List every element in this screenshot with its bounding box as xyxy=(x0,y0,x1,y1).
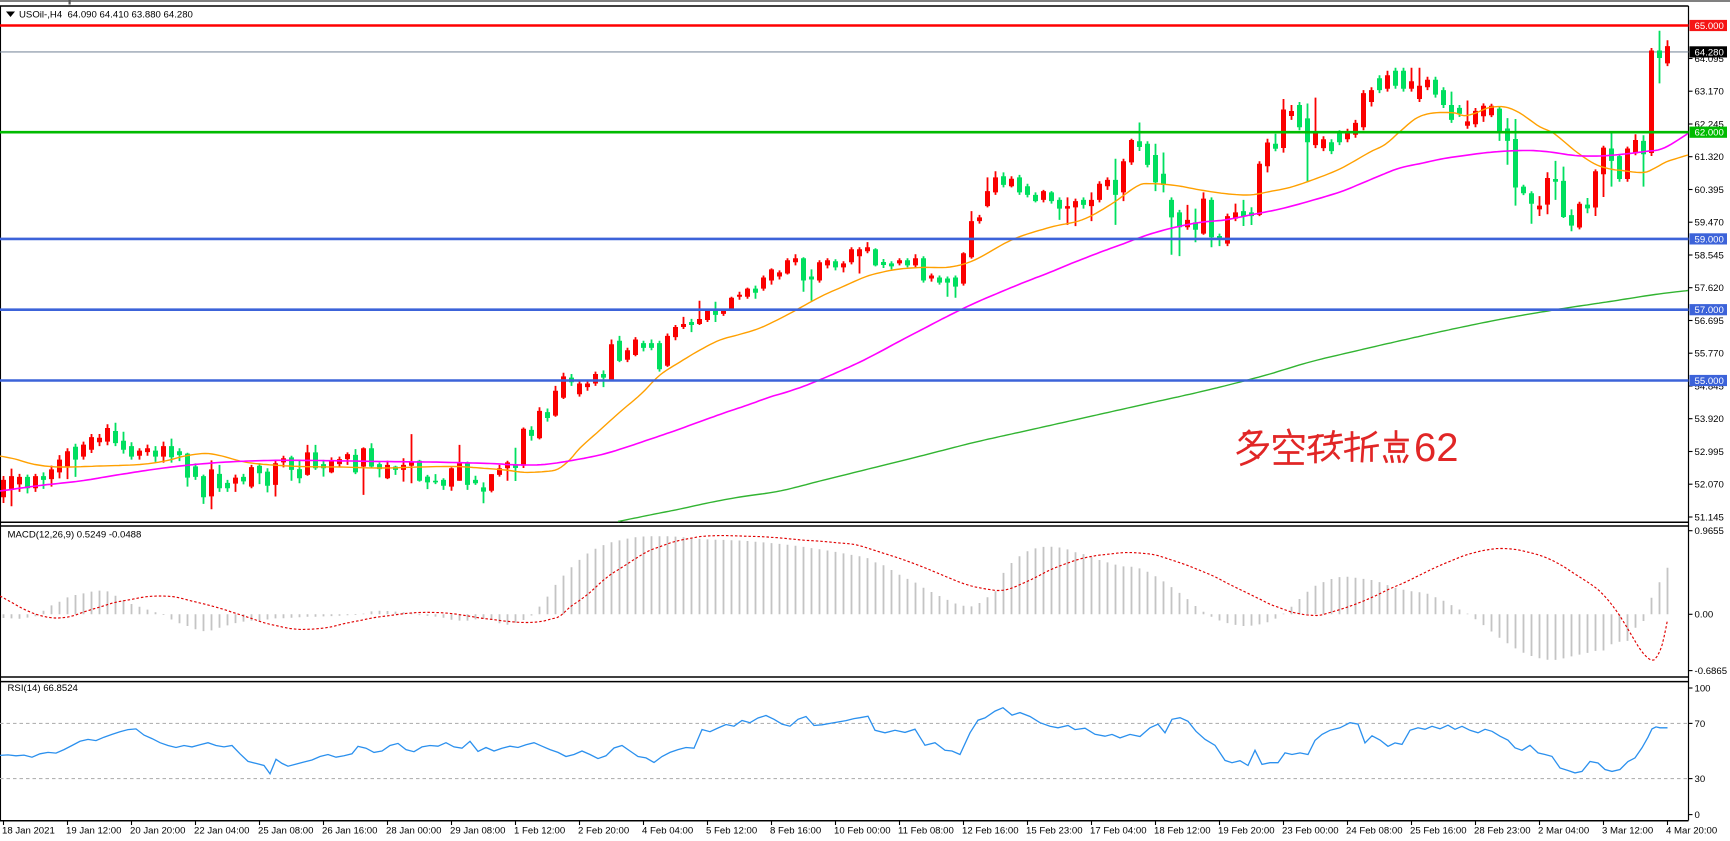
svg-text:15 Feb 23:00: 15 Feb 23:00 xyxy=(1026,826,1083,837)
svg-text:22 Jan 04:00: 22 Jan 04:00 xyxy=(194,826,249,837)
svg-text:25 Feb 16:00: 25 Feb 16:00 xyxy=(1410,826,1467,837)
svg-text:18 Feb 12:00: 18 Feb 12:00 xyxy=(1154,826,1211,837)
svg-text:59.000: 59.000 xyxy=(1695,234,1724,245)
svg-text:62: 62 xyxy=(1414,426,1459,470)
svg-text:52.070: 52.070 xyxy=(1695,480,1724,491)
svg-text:4 Mar 20:00: 4 Mar 20:00 xyxy=(1666,826,1717,837)
svg-text:65.000: 65.000 xyxy=(1695,21,1724,32)
svg-text:20 Jan 20:00: 20 Jan 20:00 xyxy=(130,826,185,837)
svg-text:RSI(14) 66.8524: RSI(14) 66.8524 xyxy=(8,683,79,694)
svg-text:60.395: 60.395 xyxy=(1695,185,1724,196)
svg-text:10 Feb 00:00: 10 Feb 00:00 xyxy=(834,826,891,837)
svg-text:57.620: 57.620 xyxy=(1695,283,1724,294)
svg-text:1 Feb 12:00: 1 Feb 12:00 xyxy=(514,826,565,837)
svg-text:2 Feb 20:00: 2 Feb 20:00 xyxy=(578,826,629,837)
svg-text:24 Feb 08:00: 24 Feb 08:00 xyxy=(1346,826,1403,837)
svg-text:30: 30 xyxy=(1695,774,1706,785)
svg-text:54.845: 54.845 xyxy=(1695,381,1724,392)
svg-text:USOil-,H4 64.090 64.410 63.88: USOil-,H4 64.090 64.410 63.880 64.280 xyxy=(19,9,193,20)
svg-text:64.095: 64.095 xyxy=(1695,54,1724,65)
svg-text:18 Jan 2021: 18 Jan 2021 xyxy=(2,826,55,837)
svg-text:0.00: 0.00 xyxy=(1695,610,1714,621)
svg-text:63.170: 63.170 xyxy=(1695,87,1724,98)
svg-text:52.995: 52.995 xyxy=(1695,447,1724,458)
svg-text:100: 100 xyxy=(1695,683,1711,694)
svg-text:11 Feb 08:00: 11 Feb 08:00 xyxy=(898,826,954,837)
svg-text:70: 70 xyxy=(1695,719,1706,730)
svg-text:8 Feb 16:00: 8 Feb 16:00 xyxy=(770,826,821,837)
svg-text:62.245: 62.245 xyxy=(1695,119,1724,130)
svg-text:64.280: 64.280 xyxy=(1695,47,1724,58)
svg-text:28 Jan 00:00: 28 Jan 00:00 xyxy=(386,826,441,837)
svg-text:17 Feb 04:00: 17 Feb 04:00 xyxy=(1090,826,1147,837)
svg-text:25 Jan 08:00: 25 Jan 08:00 xyxy=(258,826,313,837)
svg-text:55.770: 55.770 xyxy=(1695,349,1724,360)
svg-text:28 Feb 23:00: 28 Feb 23:00 xyxy=(1474,826,1531,837)
svg-text:55.000: 55.000 xyxy=(1695,376,1724,387)
svg-text:57.000: 57.000 xyxy=(1695,305,1724,316)
svg-text:26 Jan 16:00: 26 Jan 16:00 xyxy=(322,826,377,837)
svg-text:23 Feb 00:00: 23 Feb 00:00 xyxy=(1282,826,1339,837)
svg-text:4 Feb 04:00: 4 Feb 04:00 xyxy=(642,826,693,837)
svg-text:3 Mar 12:00: 3 Mar 12:00 xyxy=(1602,826,1653,837)
svg-text:59.470: 59.470 xyxy=(1695,218,1724,229)
svg-text:12 Feb 16:00: 12 Feb 16:00 xyxy=(962,826,1019,837)
svg-text:0: 0 xyxy=(1695,810,1700,821)
svg-text:56.695: 56.695 xyxy=(1695,316,1724,327)
svg-text:2 Mar 04:00: 2 Mar 04:00 xyxy=(1538,826,1589,837)
svg-text:-0.6865: -0.6865 xyxy=(1695,666,1728,677)
svg-text:29 Jan 08:00: 29 Jan 08:00 xyxy=(450,826,505,837)
svg-text:0.9655: 0.9655 xyxy=(1695,526,1724,537)
svg-text:62.000: 62.000 xyxy=(1695,128,1724,139)
svg-text:19 Feb 20:00: 19 Feb 20:00 xyxy=(1218,826,1275,837)
svg-text:5 Feb 12:00: 5 Feb 12:00 xyxy=(706,826,757,837)
svg-text:19 Jan 12:00: 19 Jan 12:00 xyxy=(66,826,121,837)
svg-text:51.145: 51.145 xyxy=(1695,512,1724,523)
svg-text:61.320: 61.320 xyxy=(1695,152,1724,163)
svg-text:58.545: 58.545 xyxy=(1695,250,1724,261)
svg-text:53.920: 53.920 xyxy=(1695,414,1724,425)
svg-text:MACD(12,26,9) 0.5249 -0.0488: MACD(12,26,9) 0.5249 -0.0488 xyxy=(8,530,142,541)
